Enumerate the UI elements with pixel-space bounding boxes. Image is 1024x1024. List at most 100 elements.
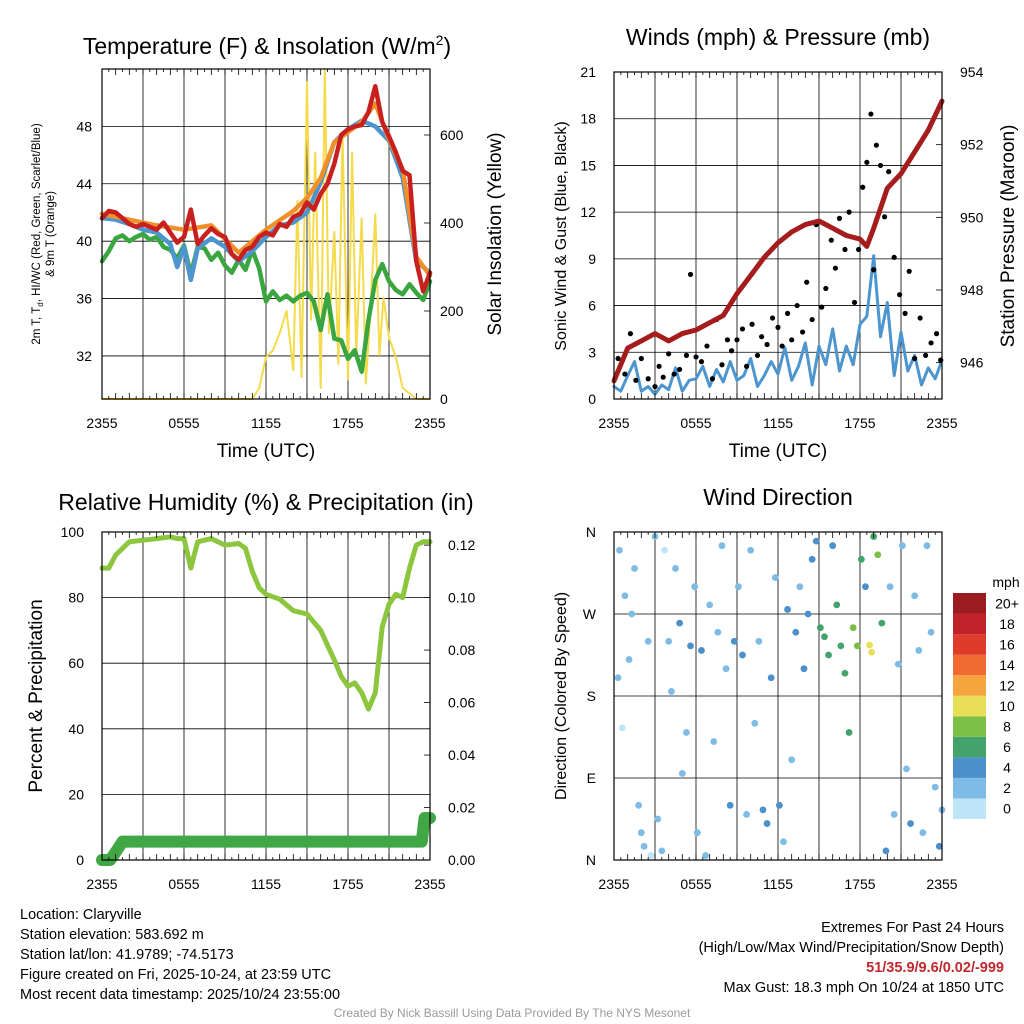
direction-point bbox=[915, 647, 923, 654]
y2-tick-label: 950 bbox=[960, 209, 984, 225]
y2-tick-label: 0 bbox=[440, 391, 448, 407]
colorbar-title: mph bbox=[992, 574, 1019, 590]
direction-point bbox=[890, 811, 898, 818]
direction-point bbox=[726, 801, 734, 809]
gust-point bbox=[698, 359, 705, 365]
y-tick-label: 3 bbox=[588, 344, 596, 360]
y-tick-label: 80 bbox=[68, 590, 84, 606]
extremes-values: 51/35.9/9.6/0.02/-999 bbox=[866, 960, 1004, 976]
y-tick-label: 40 bbox=[68, 721, 84, 737]
direction-point bbox=[812, 537, 820, 545]
y2-tick-label: 952 bbox=[960, 137, 984, 153]
direction-point bbox=[898, 542, 906, 550]
gust-point bbox=[871, 267, 877, 273]
direction-point bbox=[668, 688, 675, 695]
direction-point bbox=[816, 624, 824, 632]
gust-point bbox=[759, 334, 765, 340]
direction-point bbox=[751, 719, 759, 727]
gust-point bbox=[928, 340, 934, 346]
x-tick-label: 1755 bbox=[844, 415, 875, 431]
x-tick-label: 1155 bbox=[251, 415, 281, 431]
gust-point bbox=[693, 354, 699, 360]
direction-point bbox=[702, 852, 709, 859]
y2-tick-label: 946 bbox=[960, 355, 984, 371]
colorbar-swatch bbox=[953, 634, 986, 655]
direction-point bbox=[637, 829, 645, 837]
gust-point bbox=[739, 326, 746, 332]
direction-point bbox=[808, 555, 816, 563]
colorbar-swatch bbox=[953, 798, 986, 819]
direction-point bbox=[722, 665, 730, 673]
gust-point bbox=[645, 376, 651, 382]
temperature-panel: Temperature (F) & Insolation (W/m2) 2355… bbox=[31, 32, 506, 462]
direction-point bbox=[923, 542, 931, 550]
winds-series bbox=[611, 98, 945, 396]
y2-tick-label: 200 bbox=[440, 303, 464, 319]
direction-point bbox=[691, 583, 699, 591]
direction-point bbox=[687, 642, 694, 650]
temp-ylabel-line1: 2m T, Td, HI/WC (Red, Green, Scarlet/Blu… bbox=[31, 123, 45, 344]
direction-point bbox=[683, 729, 690, 736]
y-tick-label: N bbox=[586, 524, 596, 540]
x-tick-label: 1755 bbox=[844, 876, 875, 892]
y2-tick-label: 0.10 bbox=[448, 590, 475, 606]
direction-point bbox=[886, 583, 894, 591]
direction-point bbox=[907, 820, 914, 827]
direction-point bbox=[796, 583, 804, 591]
x-tick-label: 0555 bbox=[168, 876, 199, 892]
colorbar-label: 18 bbox=[999, 616, 1015, 632]
y2-tick-label: 0.06 bbox=[448, 695, 475, 711]
direction-point bbox=[672, 565, 679, 572]
y-tick-label: 32 bbox=[76, 348, 92, 364]
direction-point bbox=[800, 665, 808, 673]
x-tick-label: 0555 bbox=[680, 876, 711, 892]
gust-point bbox=[873, 142, 880, 148]
y2-tick-label: 0.04 bbox=[448, 747, 475, 763]
gust-point bbox=[856, 246, 862, 253]
direction-point bbox=[853, 642, 861, 650]
y-tick-label: E bbox=[587, 770, 596, 786]
colorbar-swatch bbox=[953, 593, 986, 614]
direction-point bbox=[747, 546, 755, 554]
direction-point bbox=[804, 610, 812, 618]
gust-point bbox=[804, 279, 810, 285]
station-elevation: Station elevation: 583.692 m bbox=[20, 927, 204, 943]
y-tick-label: 0 bbox=[588, 391, 596, 407]
gust-point bbox=[743, 363, 750, 369]
colorbar-label: 16 bbox=[999, 636, 1015, 652]
series-line-precipitation bbox=[96, 812, 436, 866]
gust-point bbox=[719, 362, 725, 368]
y-tick-label: 9 bbox=[588, 251, 596, 267]
x-tick-label: 2355 bbox=[414, 415, 445, 431]
series-line-relative-humidity bbox=[99, 534, 433, 712]
direction-point bbox=[829, 542, 837, 550]
gust-point bbox=[917, 315, 923, 321]
colorbar-label: 10 bbox=[999, 698, 1015, 714]
direction-point bbox=[621, 592, 629, 600]
direction-point bbox=[763, 820, 771, 827]
gust-point bbox=[677, 366, 683, 373]
x-tick-label: 1755 bbox=[332, 876, 363, 892]
station-location: Location: Claryville bbox=[20, 907, 142, 923]
gust-point bbox=[656, 363, 662, 369]
direction-point bbox=[631, 565, 638, 572]
direction-point bbox=[911, 592, 919, 600]
direction-point bbox=[771, 574, 779, 581]
gust-point bbox=[622, 371, 628, 377]
y2-tick-label: 400 bbox=[440, 215, 464, 231]
direction-point bbox=[882, 847, 890, 855]
colorbar-label: 20+ bbox=[995, 595, 1019, 611]
direction-point bbox=[661, 546, 668, 554]
colorbar-swatch bbox=[953, 757, 986, 778]
direction-point bbox=[698, 647, 705, 654]
gust-point bbox=[933, 331, 940, 337]
extremes-title: Extremes For Past 24 Hours bbox=[821, 920, 1004, 936]
winds-title: Winds (mph) & Pressure (mb) bbox=[626, 24, 930, 50]
direction-point bbox=[665, 637, 673, 645]
colorbar-swatch bbox=[953, 777, 986, 799]
direction-point bbox=[618, 724, 626, 732]
y-tick-label: S bbox=[587, 688, 596, 704]
temp-ticks: 2355 0555 1155 1755 2355 32 36 40 44 48 0 200 400 600 bbox=[76, 69, 464, 431]
